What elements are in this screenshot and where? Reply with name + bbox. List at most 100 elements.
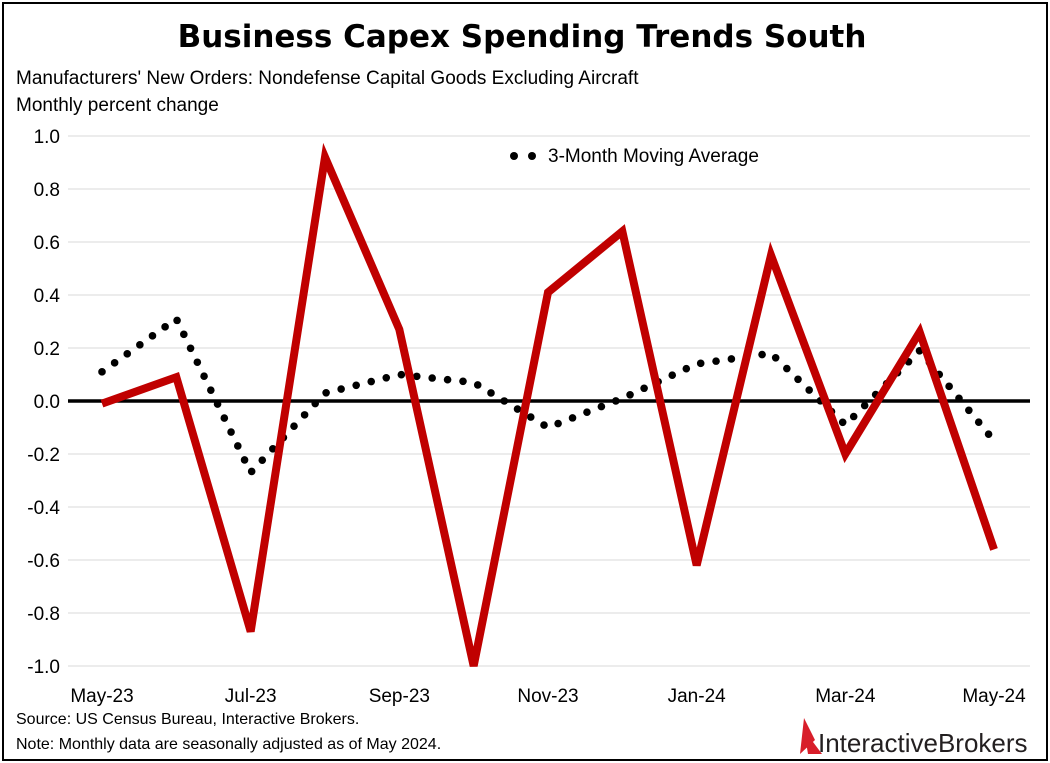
moving-average-series [98,316,993,476]
moving-average-dot [200,372,208,381]
moving-average-dot [955,394,963,403]
moving-average-dot [597,402,606,411]
moving-average-dot [110,359,119,367]
moving-average-dot [290,422,298,430]
moving-average-dot [240,456,249,464]
moving-average-dot [180,330,188,339]
chart-title: Business Capex Spending Trends South [178,19,867,55]
moving-average-dot [682,364,691,373]
legend-marker-dot [510,152,518,160]
moving-average-dot [186,344,195,353]
y-tick-label: 0.4 [34,286,61,307]
moving-average-dot [727,355,736,363]
moving-average-dot [98,368,106,376]
y-tick-label: 0.8 [34,180,60,201]
moving-average-dot [945,382,953,391]
moving-average-dot [337,385,345,393]
moving-average-dot [668,371,677,380]
moving-average-dot [269,445,277,453]
x-tick-label: Jul-23 [225,686,277,707]
moving-average-dot [965,406,973,415]
moving-average-dot [771,354,780,362]
footnote: Note: Monthly data are seasonally adjust… [16,736,441,753]
moving-average-dot [849,412,858,421]
moving-average-dot [258,456,267,464]
moving-average-dot [540,421,548,429]
gridlines [68,135,1030,667]
interactive-brokers-logo-icon [800,718,822,754]
monthly-change-series-line [100,142,998,667]
y-tick-label: -0.2 [27,445,60,466]
moving-average-dot [783,364,791,373]
moving-average-dot [568,414,577,422]
y-tick-label: -0.4 [27,498,60,519]
y-axis-tick-labels: 1.0 0.8 0.6 0.4 0.2 0.0 -0.2 -0.4 -0.6 -0.8 -1.0 [27,127,60,678]
x-tick-label: May-24 [962,686,1026,707]
moving-average-dot [428,374,436,382]
moving-average-dot [974,418,983,427]
moving-average-dot [473,381,482,389]
moving-average-dot [860,401,869,410]
x-tick-label: Nov-23 [517,686,578,707]
moving-average-dot [123,350,132,358]
moving-average-dot [193,358,202,367]
y-tick-label: 0.0 [34,392,60,413]
moving-average-dot [148,332,157,340]
chart-subtitle-line-2: Monthly percent change [16,95,219,116]
moving-average-dot [247,467,256,476]
moving-average-dot [397,370,406,379]
x-tick-label: May-23 [70,686,133,707]
legend-label-moving-average: 3-Month Moving Average [548,146,759,167]
moving-average-dot [382,373,391,382]
legend-marker-dot [528,152,536,160]
moving-average-dot [487,389,495,397]
moving-average-dot [352,381,360,390]
moving-average-dot [459,377,467,386]
brand-wordmark: InteractiveBrokers [818,728,1028,758]
moving-average-dot [173,316,181,325]
moving-average-dot [161,323,169,331]
moving-average-dot [712,357,720,365]
y-tick-label: -0.6 [27,551,60,572]
x-tick-label: Mar-24 [815,686,876,707]
moving-average-dot [696,359,705,368]
moving-average-dot [640,384,648,393]
y-tick-label: -1.0 [27,657,60,678]
moving-average-dot [227,428,235,436]
chart-subtitle-line-1: Manufacturers' New Orders: Nondefense Ca… [16,68,639,89]
x-tick-label: Sep-23 [369,686,430,707]
y-tick-label: -0.8 [27,604,60,625]
chart-svg: Business Capex Spending Trends South Man… [16,19,1030,758]
moving-average-dot [136,341,144,349]
y-tick-label: 0.6 [34,233,60,254]
moving-average-dot [207,386,215,394]
moving-average-dot [500,397,509,405]
moving-average-dot [412,372,421,381]
moving-average-dot [984,430,993,438]
y-tick-label: 1.0 [34,127,60,148]
moving-average-dot [367,377,376,386]
brand-name-part2: Brokers [938,728,1028,758]
source-note: Source: US Census Bureau, Interactive Br… [16,711,359,728]
moving-average-dot [220,414,229,422]
moving-average-dot [554,419,562,428]
moving-average-dot [234,442,242,450]
x-axis-tick-labels: May-23 Jul-23 Sep-23 Nov-23 Jan-24 Mar-24 May-… [70,686,1026,707]
moving-average-dot [513,405,522,413]
x-tick-label: Jan-24 [668,686,727,707]
moving-average-dot [311,399,319,408]
moving-average-dot [443,375,452,384]
moving-average-dot [213,400,222,408]
moving-average-dot [322,388,330,397]
moving-average-dot [626,390,634,399]
moving-average-dot [838,418,847,427]
moving-average-dot [805,386,813,394]
moving-average-dot [583,408,591,417]
moving-average-dot [526,413,535,421]
moving-average-dot [612,397,620,405]
moving-average-dot [758,350,766,359]
brand-name-part1: Interactive [818,728,938,758]
moving-average-dot [300,411,309,419]
y-tick-label: 0.2 [34,339,60,360]
